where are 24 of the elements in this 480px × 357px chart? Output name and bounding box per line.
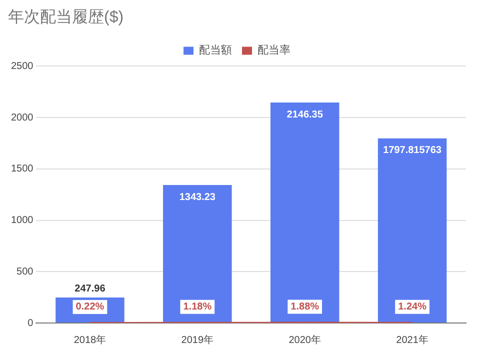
data-label: 1.88% <box>290 302 320 313</box>
chart-title: 年次配当履歴($) <box>8 8 124 26</box>
y-tick-label: 2500 <box>10 60 34 72</box>
data-label: 0.22% <box>76 302 104 313</box>
y-tick-label: 1500 <box>10 164 34 175</box>
data-label: 2146.35 <box>286 109 324 120</box>
x-tick-label: 2021年 <box>396 334 428 346</box>
y-tick-label: 0 <box>28 318 34 329</box>
y-tick-label: 1000 <box>10 215 34 226</box>
x-tick-label: 2020年 <box>288 334 321 346</box>
bar <box>163 185 232 322</box>
y-tick-label: 500 <box>16 266 34 278</box>
y-tick-label: 2000 <box>10 112 34 124</box>
x-tick-label: 2018年 <box>74 334 106 346</box>
legend-label: 配当額 <box>199 44 232 57</box>
data-label: 247.96 <box>74 283 106 294</box>
data-label: 1.18% <box>183 302 212 313</box>
data-label: 1343.23 <box>179 192 216 203</box>
data-label: 1797.815763 <box>383 145 442 156</box>
x-tick-label: 2019年 <box>181 334 214 346</box>
data-label: 1.24% <box>398 302 427 313</box>
bar <box>378 138 447 322</box>
bar <box>270 102 340 322</box>
legend-label: 配当率 <box>258 44 290 57</box>
